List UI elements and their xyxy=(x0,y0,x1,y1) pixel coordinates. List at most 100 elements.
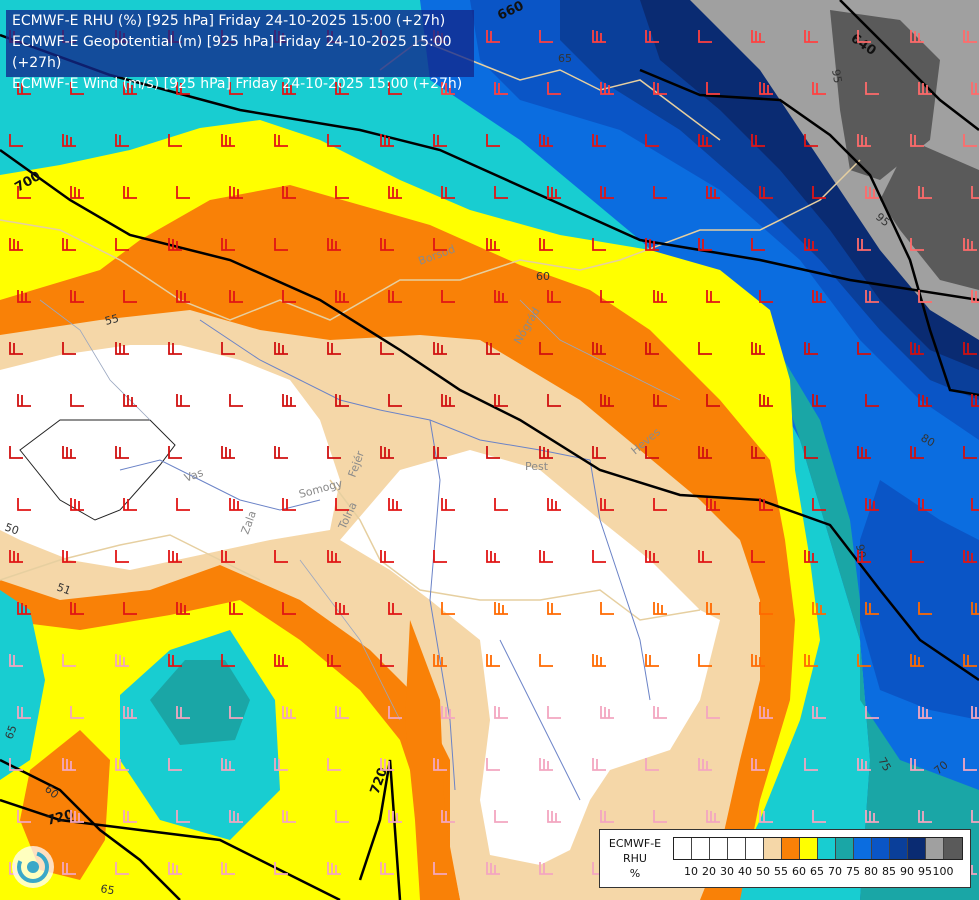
wind-barb xyxy=(963,134,977,147)
wind-barb xyxy=(865,602,879,615)
wind-barb xyxy=(433,342,447,355)
wind-barb xyxy=(388,602,402,615)
wind-barb xyxy=(380,758,394,771)
wind-barb xyxy=(327,758,341,771)
wind-barb xyxy=(592,238,606,251)
wind-barb xyxy=(433,238,447,251)
wind-barb xyxy=(539,446,553,459)
legend-tick: 80 xyxy=(864,865,878,878)
wind-barb xyxy=(282,394,296,407)
wind-barb xyxy=(963,30,977,43)
wind-barb xyxy=(910,758,924,771)
wind-barb xyxy=(433,758,447,771)
wind-barb xyxy=(70,82,84,95)
wind-barb xyxy=(698,446,712,459)
wind-barb xyxy=(592,758,606,771)
wind-barb xyxy=(229,186,243,199)
wind-barb xyxy=(494,82,508,95)
wind-barb xyxy=(176,186,190,199)
svg-text:65: 65 xyxy=(99,882,115,897)
wind-barb xyxy=(645,134,659,147)
legend-swatch xyxy=(836,838,854,859)
wind-barb xyxy=(123,810,137,823)
wind-barb xyxy=(812,186,826,199)
wind-barb xyxy=(380,238,394,251)
wind-barb xyxy=(17,290,31,303)
wind-barb xyxy=(698,758,712,771)
wind-barb xyxy=(221,342,235,355)
wind-barb xyxy=(494,706,508,719)
wind-barb xyxy=(168,446,182,459)
wind-barb xyxy=(70,602,84,615)
wind-barb xyxy=(335,82,349,95)
wind-barb xyxy=(759,186,773,199)
wind-barb xyxy=(486,550,500,563)
svg-text:65: 65 xyxy=(3,723,20,741)
wind-barb xyxy=(388,810,402,823)
wind-barb xyxy=(486,446,500,459)
wind-barb xyxy=(176,498,190,511)
wind-barb xyxy=(115,238,129,251)
wind-barb xyxy=(804,238,818,251)
wind-barb xyxy=(759,394,773,407)
wind-barb xyxy=(441,602,455,615)
wind-barb xyxy=(282,706,296,719)
wind-barb xyxy=(380,342,394,355)
wind-barb xyxy=(17,602,31,615)
wind-barb xyxy=(70,290,84,303)
wind-barb xyxy=(751,550,765,563)
rhu-field-75-sw xyxy=(150,660,250,745)
wind-barb xyxy=(9,758,23,771)
wind-barb xyxy=(335,810,349,823)
wind-barb xyxy=(274,238,288,251)
wind-barb xyxy=(17,82,31,95)
legend-swatch xyxy=(908,838,926,859)
legend-tick: 90 xyxy=(900,865,914,878)
wind-barb xyxy=(910,446,924,459)
wind-barb xyxy=(857,238,871,251)
wind-barb xyxy=(441,394,455,407)
wind-barb xyxy=(812,290,826,303)
wind-barb xyxy=(804,342,818,355)
wind-barb xyxy=(759,602,773,615)
svg-text:55: 55 xyxy=(103,312,120,328)
wind-barb xyxy=(327,238,341,251)
wind-barb xyxy=(441,290,455,303)
legend-swatch xyxy=(890,838,908,859)
wind-barb xyxy=(918,290,932,303)
wind-barb xyxy=(123,82,137,95)
wind-barb xyxy=(441,186,455,199)
wind-barb xyxy=(963,654,977,667)
legend-tick: 50 xyxy=(756,865,770,878)
wind-barb xyxy=(62,550,76,563)
wind-barb xyxy=(229,82,243,95)
wind-barb xyxy=(645,342,659,355)
wind-barb xyxy=(645,550,659,563)
wind-barb xyxy=(17,706,31,719)
legend-swatch xyxy=(872,838,890,859)
wind-barb xyxy=(910,134,924,147)
svg-text:50: 50 xyxy=(3,521,21,538)
wind-barb xyxy=(645,446,659,459)
rhu-field-50-east xyxy=(340,450,720,865)
wind-barb xyxy=(9,550,23,563)
wind-barb xyxy=(282,186,296,199)
wind-barb xyxy=(70,810,84,823)
legend-tick: 75 xyxy=(846,865,860,878)
wind-barb xyxy=(62,238,76,251)
wind-barb xyxy=(751,134,765,147)
wind-barb xyxy=(388,498,402,511)
wind-barb xyxy=(918,82,932,95)
wind-barb xyxy=(547,602,561,615)
wind-barb xyxy=(115,862,129,875)
wind-barb xyxy=(804,134,818,147)
wind-barb xyxy=(388,706,402,719)
title-line-geopotential: ECMWF-E Geopotential (m) [925 hPa] Frida… xyxy=(12,34,452,71)
wind-barb xyxy=(229,290,243,303)
svg-text:75: 75 xyxy=(875,755,893,774)
wind-barb xyxy=(963,342,977,355)
wind-barb xyxy=(706,706,720,719)
wind-barb xyxy=(282,498,296,511)
svg-text:720: 720 xyxy=(45,807,75,829)
